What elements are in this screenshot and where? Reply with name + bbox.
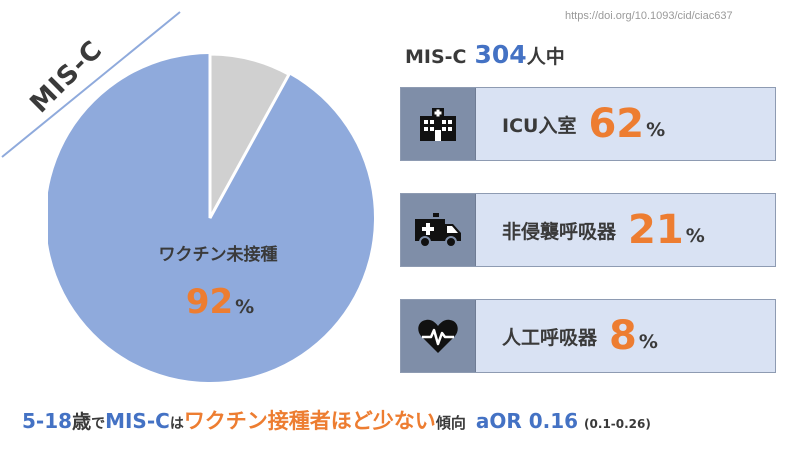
summary-ci: (0.1-0.26) xyxy=(584,417,651,431)
outcome-unit: % xyxy=(638,331,658,353)
outcome-label: 非侵襲呼吸器 xyxy=(502,220,617,243)
summary-sai: 歳 xyxy=(72,411,92,433)
summary-wa: は xyxy=(169,416,184,432)
icon-box xyxy=(401,88,476,160)
outcome-row-icu: ICU入室 62 % xyxy=(400,87,776,161)
vaccination-pie-chart xyxy=(48,52,374,382)
summary-trend: 傾向 xyxy=(435,414,466,432)
summary-misc: MIS-C xyxy=(105,409,170,433)
cohort-header: MIS-C 304人中 xyxy=(405,40,565,69)
cohort-prefix: MIS-C xyxy=(405,46,467,68)
outcome-unit: % xyxy=(685,225,705,247)
cohort-suffix: 人中 xyxy=(526,46,565,68)
outcome-row-ventilator: 人工呼吸器 8 % xyxy=(400,299,776,373)
pie-slice-vaccinated xyxy=(208,52,292,219)
pie-value-number: 92 xyxy=(185,282,234,322)
outcome-unit: % xyxy=(646,119,666,141)
cohort-count: 304 xyxy=(474,40,527,69)
source-doi: https://doi.org/10.1093/cid/ciac637 xyxy=(565,10,733,22)
outcome-label: 人工呼吸器 xyxy=(502,326,598,349)
ambulance-icon xyxy=(415,213,461,248)
pie-value: 92% xyxy=(145,282,295,322)
icon-box xyxy=(401,194,476,266)
outcome-label: ICU入室 xyxy=(502,114,577,137)
outcome-row-noninvasive: 非侵襲呼吸器 21 % xyxy=(400,193,776,267)
outcome-value: 8 xyxy=(609,313,637,359)
summary-de: で xyxy=(91,416,106,432)
outcome-value: 62 xyxy=(588,101,645,147)
icon-box xyxy=(401,300,476,372)
summary-line: 5-18歳でMIS-Cはワクチン接種者ほど少ない傾向 aOR 0.16 (0.1-0… xyxy=(22,405,651,435)
summary-aor: aOR 0.16 xyxy=(475,409,579,433)
summary-highlight: ワクチン接種者ほど少ない xyxy=(183,409,436,433)
heart-pulse-icon xyxy=(418,319,458,353)
pie-value-unit: % xyxy=(235,296,255,318)
corner-divider-line xyxy=(1,11,181,158)
outcome-text: ICU入室 62 % xyxy=(476,88,775,160)
pie-label: ワクチン未接種 xyxy=(158,245,278,265)
summary-age: 5-18 xyxy=(22,409,73,433)
outcome-text: 人工呼吸器 8 % xyxy=(476,300,775,372)
outcome-value: 21 xyxy=(628,207,684,253)
outcome-text: 非侵襲呼吸器 21 % xyxy=(476,194,775,266)
hospital-icon xyxy=(420,108,456,141)
